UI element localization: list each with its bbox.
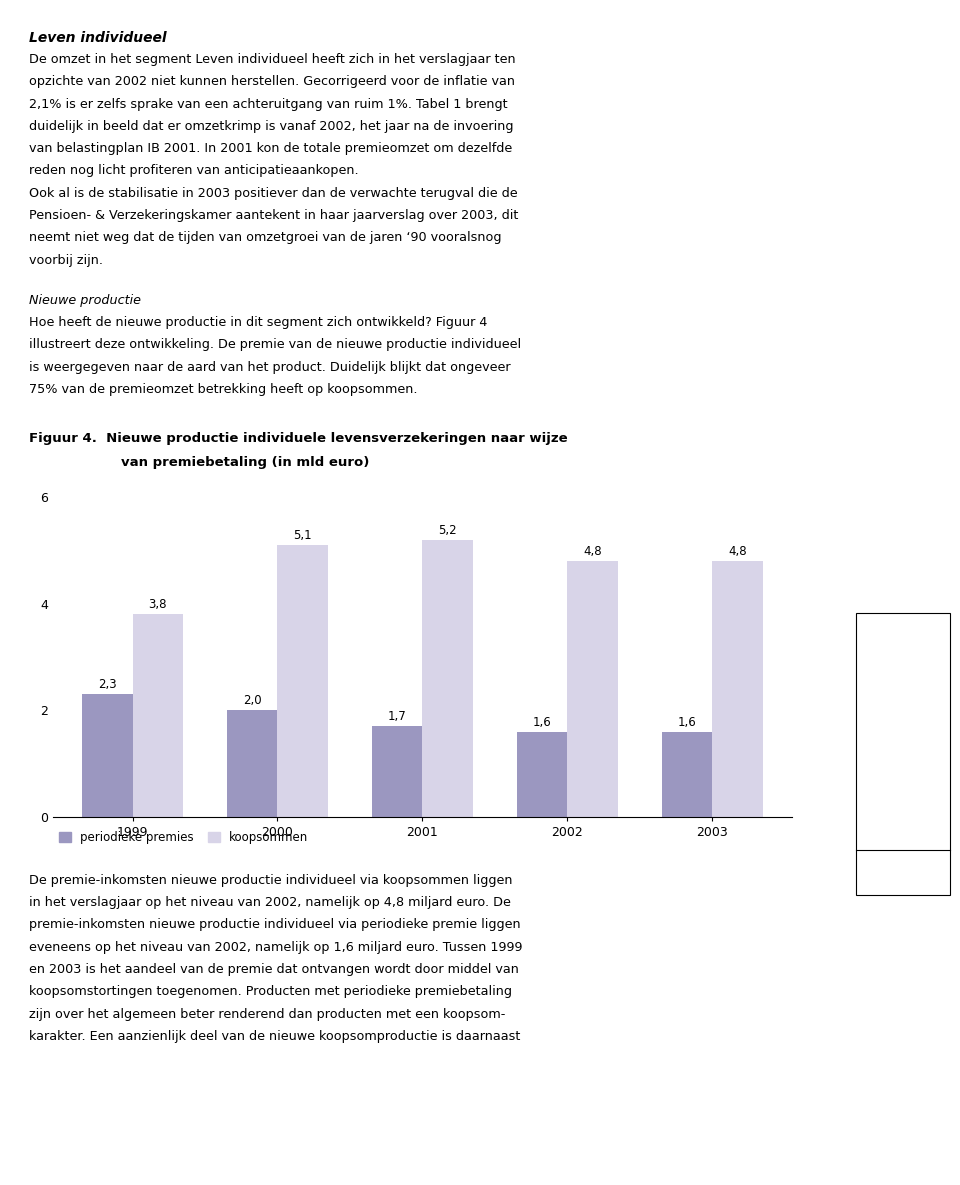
Bar xyxy=(82,694,132,816)
Text: Figuur 4.  Nieuwe productie individuele levensverzekeringen naar wijze: Figuur 4. Nieuwe productie individuele l… xyxy=(29,431,567,444)
Text: 4,8: 4,8 xyxy=(729,545,747,558)
Text: en 2003 is het aandeel van de premie dat ontvangen wordt door middel van: en 2003 is het aandeel van de premie dat… xyxy=(29,963,518,976)
Text: De premie-inkomsten nieuwe productie individueel via koopsommen liggen: De premie-inkomsten nieuwe productie ind… xyxy=(29,873,513,886)
Text: Nieuwe productie: Nieuwe productie xyxy=(29,294,141,307)
Text: 2,1% is er zelfs sprake van een achteruitgang van ruim 1%. Tabel 1 brengt: 2,1% is er zelfs sprake van een achterui… xyxy=(29,97,508,110)
Bar xyxy=(227,710,277,816)
Bar xyxy=(661,731,712,816)
Text: reden nog licht profiteren van anticipatieaankopen.: reden nog licht profiteren van anticipat… xyxy=(29,165,358,178)
Text: is weergegeven naar de aard van het product. Duidelijk blijkt dat ongeveer: is weergegeven naar de aard van het prod… xyxy=(29,360,511,373)
Bar xyxy=(567,561,618,816)
Text: in het verslagjaar op het niveau van 2002, namelijk op 4,8 miljard euro. De: in het verslagjaar op het niveau van 200… xyxy=(29,896,511,909)
Text: 1,7: 1,7 xyxy=(388,710,406,723)
Text: Leven individueel: Leven individueel xyxy=(29,31,166,45)
Text: opzichte van 2002 niet kunnen herstellen. Gecorrigeerd voor de inflatie van: opzichte van 2002 niet kunnen herstellen… xyxy=(29,76,515,89)
Text: illustreert deze ontwikkeling. De premie van de nieuwe productie individueel: illustreert deze ontwikkeling. De premie… xyxy=(29,338,521,351)
Text: premie-inkomsten nieuwe productie individueel via periodieke premie liggen: premie-inkomsten nieuwe productie indivi… xyxy=(29,918,520,931)
Bar xyxy=(132,614,183,816)
Text: 5,2: 5,2 xyxy=(439,524,457,537)
Text: 2,0: 2,0 xyxy=(243,694,261,707)
Text: eveneens op het niveau van 2002, namelijk op 1,6 miljard euro. Tussen 1999: eveneens op het niveau van 2002, namelij… xyxy=(29,941,522,954)
Text: neemt niet weg dat de tijden van omzetgroei van de jaren ‘90 vooralsnog: neemt niet weg dat de tijden van omzetgr… xyxy=(29,231,501,244)
Text: Ook al is de stabilisatie in 2003 positiever dan de verwachte terugval die de: Ook al is de stabilisatie in 2003 positi… xyxy=(29,187,517,200)
Text: 3,8: 3,8 xyxy=(149,598,167,611)
Text: Hoe heeft de nieuwe productie in dit segment zich ontwikkeld? Figuur 4: Hoe heeft de nieuwe productie in dit seg… xyxy=(29,316,487,329)
Text: 5,1: 5,1 xyxy=(294,529,312,542)
Text: duidelijk in beeld dat er omzetkrimp is vanaf 2002, het jaar na de invoering: duidelijk in beeld dat er omzetkrimp is … xyxy=(29,120,514,133)
Text: van premiebetaling (in mld euro): van premiebetaling (in mld euro) xyxy=(121,456,369,469)
Bar xyxy=(516,731,567,816)
Text: voorbij zijn.: voorbij zijn. xyxy=(29,254,103,267)
Bar xyxy=(277,545,328,816)
Text: van belastingplan IB 2001. In 2001 kon de totale premieomzet om dezelfde: van belastingplan IB 2001. In 2001 kon d… xyxy=(29,142,512,155)
Bar xyxy=(372,726,422,816)
Text: De omzet in het segment Leven individueel heeft zich in het verslagjaar ten: De omzet in het segment Leven individuee… xyxy=(29,53,516,66)
Text: karakter. Een aanzienlijk deel van de nieuwe koopsomproductie is daarnaast: karakter. Een aanzienlijk deel van de ni… xyxy=(29,1030,520,1043)
Text: koopsomstortingen toegenomen. Producten met periodieke premiebetaling: koopsomstortingen toegenomen. Producten … xyxy=(29,985,512,998)
Legend: periodieke premies, koopsommen: periodieke premies, koopsommen xyxy=(59,831,308,844)
Bar xyxy=(712,561,763,816)
Text: Pensioen- & Verzekeringskamer aantekent in haar jaarverslag over 2003, dit: Pensioen- & Verzekeringskamer aantekent … xyxy=(29,209,518,222)
Text: 1,6: 1,6 xyxy=(678,716,696,729)
Text: 1,6: 1,6 xyxy=(533,716,551,729)
Text: Levensverzekeringen: Levensverzekeringen xyxy=(897,651,910,783)
Text: 4,8: 4,8 xyxy=(584,545,602,558)
Text: 13: 13 xyxy=(896,866,911,878)
Bar xyxy=(422,539,473,816)
Text: 2,3: 2,3 xyxy=(98,678,116,691)
Text: zijn over het algemeen beter renderend dan producten met een koopsom-: zijn over het algemeen beter renderend d… xyxy=(29,1007,505,1020)
Text: 75% van de premieomzet betrekking heeft op koopsommen.: 75% van de premieomzet betrekking heeft … xyxy=(29,383,418,396)
